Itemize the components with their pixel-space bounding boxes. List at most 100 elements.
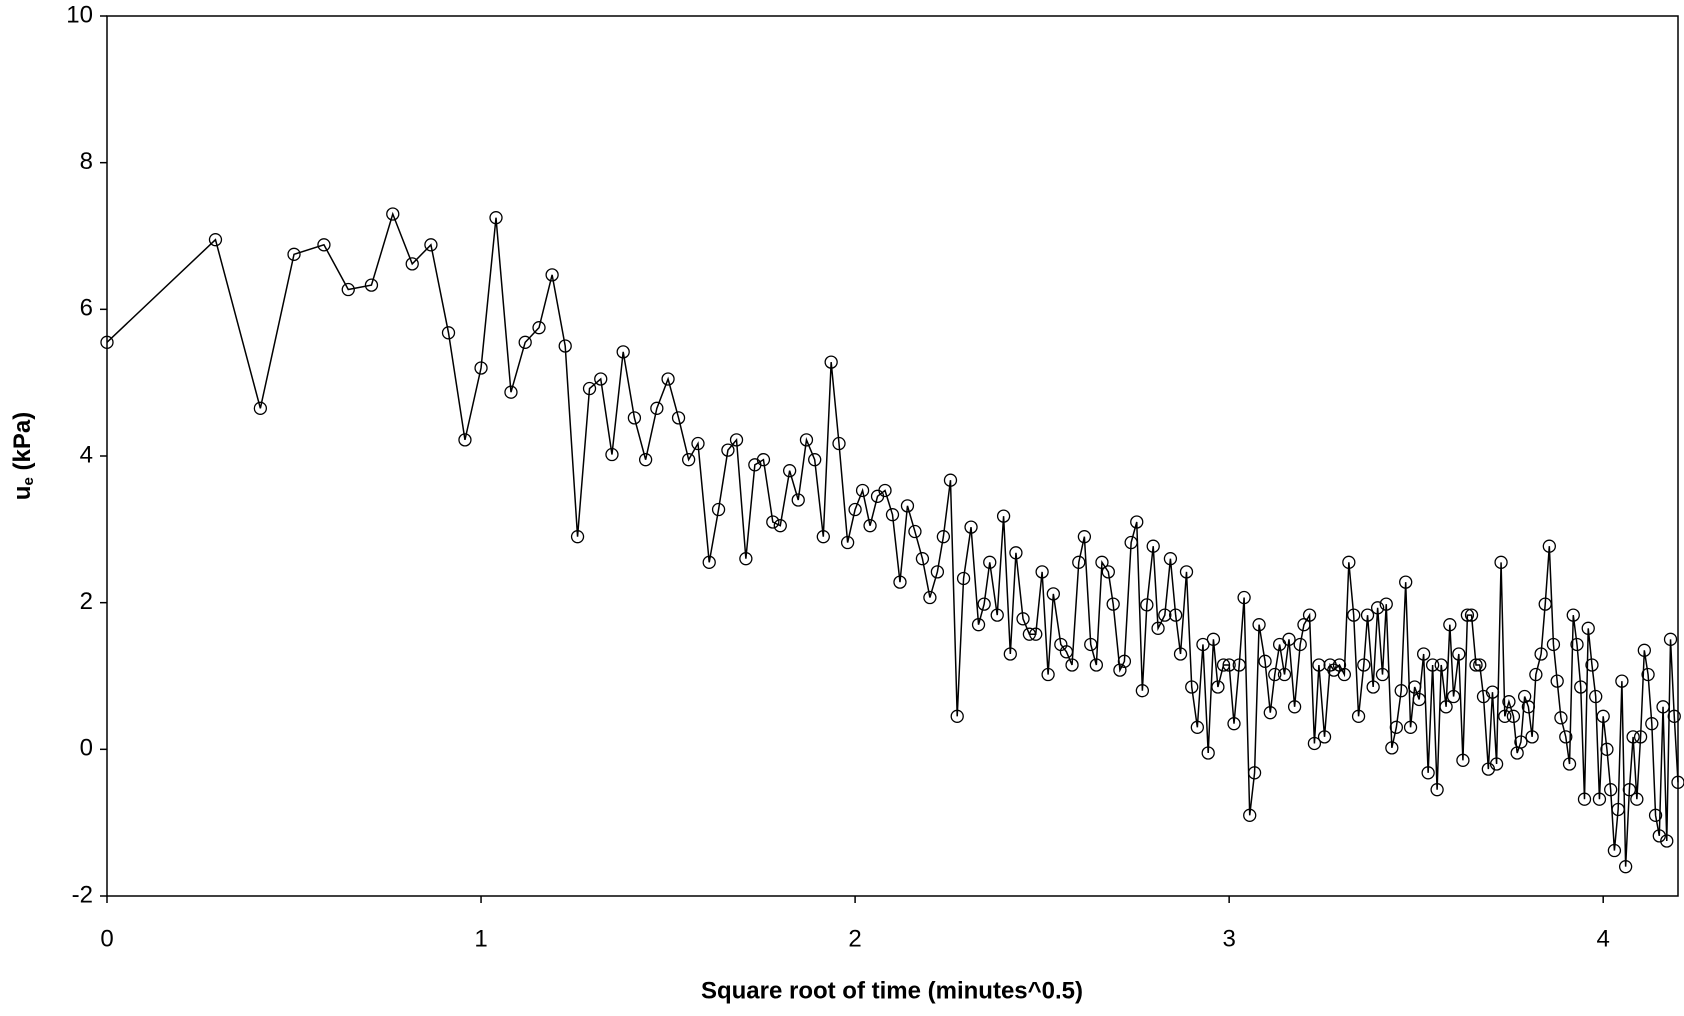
data-point [1163,552,1178,566]
data-point [1656,700,1670,714]
data-point [1277,667,1292,682]
data-point [1293,637,1307,652]
data-point [1412,692,1426,707]
data-point [950,709,964,723]
data-point [840,535,855,550]
data-point [1029,627,1043,641]
x-tick-label: 3 [1222,925,1235,952]
y-axis-label: ue (kPa) [9,412,37,500]
data-point [671,411,686,425]
data-point [1581,621,1595,635]
data-point [1366,680,1380,694]
data-point [1046,587,1060,601]
y-label-main: u [9,486,36,501]
data-point [638,453,653,467]
data-point [1592,792,1607,806]
data-point [996,509,1011,523]
data-point [936,530,951,544]
data-point [1452,647,1466,661]
data-point [1626,730,1640,744]
data-point [773,519,787,533]
data-point [1117,654,1132,668]
data-point [1456,753,1470,767]
data-point [1394,684,1408,698]
data-point [1607,843,1622,858]
data-point [616,345,630,359]
data-point [808,453,822,467]
data-point [1252,618,1266,632]
y-tick-label: 6 [80,295,93,322]
data-point [691,436,705,451]
data-point [1185,680,1199,694]
data-point [1169,608,1183,622]
data-point [1337,667,1351,682]
y-tick-label: 2 [80,588,93,615]
data-point [816,530,830,544]
data-point [1494,555,1508,569]
data-point [1421,766,1435,780]
data-point [930,565,945,579]
data-point [1106,597,1120,611]
data-point [1585,658,1599,672]
data-point [1016,612,1030,626]
data-point [1009,546,1023,560]
data-line [106,211,1679,867]
data-point [570,530,585,544]
data-point [1667,709,1681,723]
data-point [1389,720,1403,734]
data-point [364,278,379,292]
data-point [1247,766,1262,780]
data-point [1287,700,1302,714]
data-point [1317,730,1332,744]
data-point [766,515,780,529]
data-point [1525,730,1539,744]
data-point [1385,741,1399,755]
x-tick-label: 2 [848,925,861,952]
data-point [1529,667,1543,682]
data-point [799,433,814,447]
data-point [878,483,892,498]
data-point [1652,829,1666,843]
data-point [1151,621,1165,635]
data-point [885,508,900,522]
data-point [1022,627,1037,641]
data-point [558,339,572,353]
data-point [943,473,958,487]
data-point [1460,608,1475,622]
data-point [983,555,997,569]
data-point [1173,647,1188,661]
data-point [1577,792,1592,806]
data-point [1645,717,1659,731]
data-point [1140,598,1154,612]
data-point [489,211,503,225]
data-point [1498,709,1512,723]
data-point [1489,757,1504,771]
y-tick-label: 8 [80,148,93,175]
data-point [1538,597,1552,611]
y-label-rest: (kPa) [9,412,36,477]
data-point [1282,632,1296,646]
data-point [971,618,986,632]
data-point [1312,658,1326,672]
y-tick-label: 10 [66,1,93,28]
data-point [458,433,472,447]
data-point [1550,674,1564,688]
data-point [1408,680,1422,694]
data-point [1399,575,1413,589]
data-point [1041,667,1055,682]
data-point [1347,608,1361,622]
data-point [1222,658,1236,672]
x-tick-label: 4 [1597,925,1610,952]
data-point [1633,730,1648,744]
data-point [474,361,488,375]
data-point [1559,730,1573,744]
data-point [518,335,532,349]
x-axis-label: Square root of time (minutes^0.5) [701,977,1083,1004]
data-point [1360,608,1375,622]
data-point [782,464,797,478]
data-point [627,411,642,425]
data-point [1641,667,1655,682]
data-point [1611,802,1625,817]
data-point [1077,530,1092,544]
